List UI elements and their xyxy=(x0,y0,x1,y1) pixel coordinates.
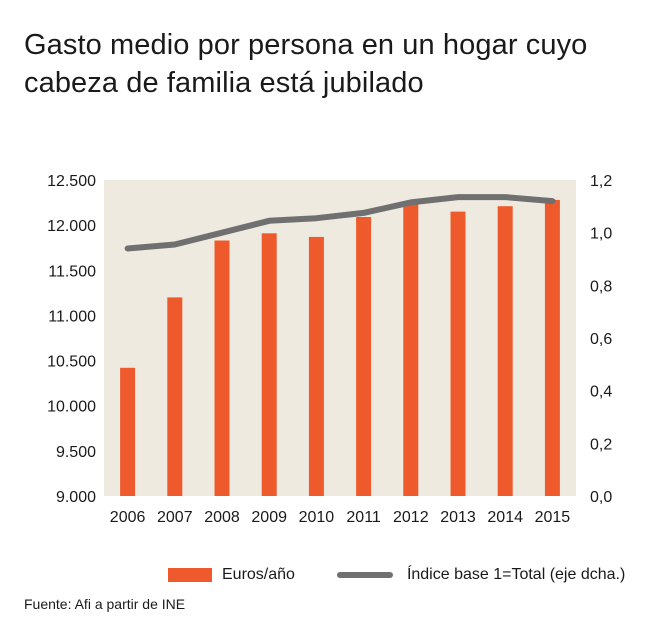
left-tick-label: 12.500 xyxy=(47,173,96,190)
left-axis-labels: 9.000 9.500 10.000 10.500 11.000 11.500 12.000… xyxy=(47,173,96,506)
chart-svg: 9.000 9.500 10.000 10.500 11.000 11.500 12.000… xyxy=(47,173,612,526)
x-tick-label: 2006 xyxy=(110,509,146,526)
legend-label-bars: Euros/año xyxy=(222,566,295,583)
x-tick-label: 2008 xyxy=(204,509,240,526)
x-axis-labels: 2006 2007 2008 2009 2010 2011 2012 2013 2014 2015 xyxy=(110,509,570,526)
right-tick-label: 0,8 xyxy=(590,278,612,295)
bar-2008 xyxy=(214,240,230,496)
legend-item-line: Índice base 1=Total (eje dcha.) xyxy=(336,566,626,584)
left-tick-label: 11.000 xyxy=(48,308,96,325)
left-tick-label: 12.000 xyxy=(47,218,96,235)
legend-label-line: Índice base 1=Total (eje dcha.) xyxy=(406,566,626,583)
right-tick-label: 1,0 xyxy=(590,226,612,243)
left-tick-label: 9.000 xyxy=(56,489,96,506)
x-tick-label: 2011 xyxy=(346,509,381,526)
legend-item-bars: Euros/año xyxy=(168,566,295,584)
bar-series xyxy=(120,199,560,497)
left-tick-label: 11.500 xyxy=(48,263,96,280)
bar-2006 xyxy=(120,367,136,496)
x-tick-label: 2013 xyxy=(440,509,476,526)
chart-title: Gasto medio por persona en un hogar cuyo… xyxy=(24,26,624,102)
x-tick-label: 2015 xyxy=(535,509,571,526)
plot-area xyxy=(104,180,576,496)
right-tick-label: 0,6 xyxy=(590,331,612,348)
right-tick-label: 0,2 xyxy=(590,436,612,453)
chart-title-line-2: cabeza de familia está jubilado xyxy=(24,67,424,99)
right-tick-label: 0,0 xyxy=(590,489,612,506)
legend-swatch-bar xyxy=(168,568,212,582)
bar-2007 xyxy=(167,297,183,496)
bar-2015 xyxy=(544,199,560,496)
x-tick-label: 2014 xyxy=(487,509,523,526)
bar-2011 xyxy=(356,217,372,496)
bar-2014 xyxy=(497,206,513,496)
index-line xyxy=(124,194,556,252)
bar-2010 xyxy=(308,236,324,496)
chart-title-line-1: Gasto medio por persona en un hogar cuyo xyxy=(24,29,588,61)
legend-swatch-line xyxy=(336,572,393,578)
bar-2012 xyxy=(403,201,419,496)
right-axis-labels: 0,0 0,2 0,4 0,6 0,8 1,0 1,2 xyxy=(590,173,612,506)
x-tick-label: 2009 xyxy=(251,509,287,526)
right-tick-label: 0,4 xyxy=(590,384,612,401)
x-tick-label: 2010 xyxy=(299,509,335,526)
left-tick-label: 10.000 xyxy=(47,399,96,416)
source-note: Fuente: Afi a partir de INE xyxy=(24,596,186,612)
left-tick-label: 10.500 xyxy=(47,354,96,371)
bar-2009 xyxy=(261,233,277,497)
right-tick-label: 1,2 xyxy=(590,173,612,190)
left-tick-label: 9.500 xyxy=(56,444,96,461)
x-tick-label: 2007 xyxy=(157,509,193,526)
x-tick-label: 2012 xyxy=(393,509,429,526)
legend: Euros/año Índice base 1=Total (eje dcha.… xyxy=(168,562,625,588)
bar-2013 xyxy=(450,211,466,496)
